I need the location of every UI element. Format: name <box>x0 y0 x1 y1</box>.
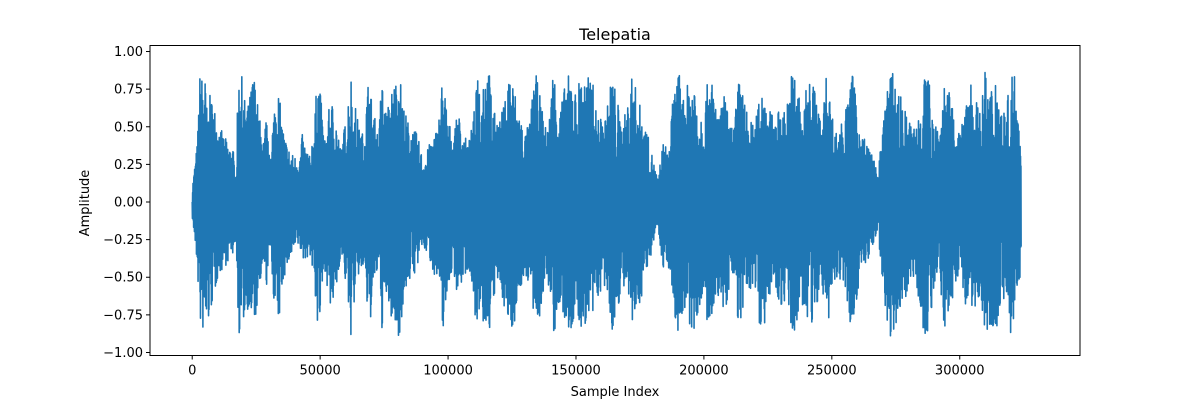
y-tick-label: −0.25 <box>103 233 143 248</box>
x-tick-label: 250000 <box>807 364 857 379</box>
plot-frame <box>149 45 1081 356</box>
y-tick-label: 1.00 <box>114 45 143 60</box>
y-axis-label: Amplitude <box>78 170 93 237</box>
x-axis: 0 50000 100000 150000 200000 250000 300000 <box>188 355 985 379</box>
x-tick-label: 200000 <box>679 364 729 379</box>
x-tick-label: 0 <box>188 364 196 379</box>
y-tick-label: 0.25 <box>114 158 143 173</box>
y-tick-label: 0.00 <box>114 196 143 211</box>
x-tick-label: 100000 <box>423 364 473 379</box>
x-axis-label: Sample Index <box>571 385 660 400</box>
y-tick-label: −0.75 <box>103 308 143 323</box>
waveform-line <box>191 71 1022 337</box>
y-tick-label: −1.00 <box>103 346 143 361</box>
y-axis: −1.00 −0.75 −0.50 −0.25 0.00 0.25 0.50 0.75 1.00 <box>103 45 150 361</box>
y-tick-label: 0.75 <box>114 83 143 98</box>
y-tick-label: −0.50 <box>103 271 143 286</box>
waveform-layer <box>191 71 1022 337</box>
x-tick-label: 300000 <box>935 364 985 379</box>
x-tick-label: 150000 <box>551 364 601 379</box>
x-tick-label: 50000 <box>299 364 340 379</box>
chart-title: Telepatia <box>578 25 651 44</box>
y-tick-label: 0.50 <box>114 120 143 135</box>
